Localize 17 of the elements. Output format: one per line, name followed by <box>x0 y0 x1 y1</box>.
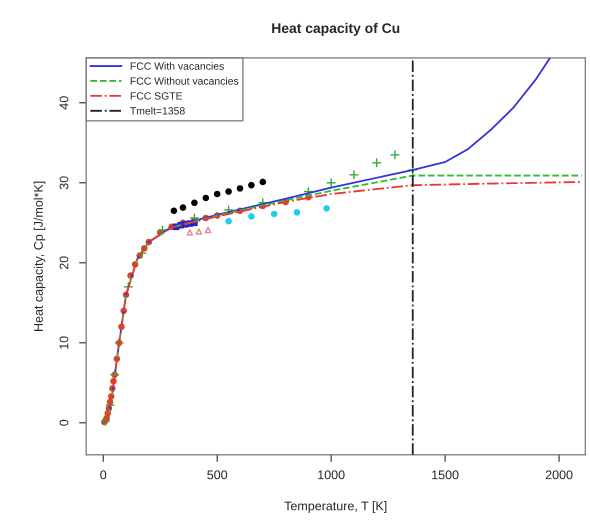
legend-label: FCC Without vacancies <box>130 77 238 85</box>
y-tick-label: 0 <box>60 420 68 426</box>
x-axis-title: Temperature, T [K] <box>284 501 386 513</box>
y-axis-title: Heat capacity, Cp [J/mol*K] <box>34 182 46 331</box>
chart-title: Heat capacity of Cu <box>272 22 400 36</box>
x-tick-label: 1500 <box>432 470 459 480</box>
y-tick-label: 40 <box>60 96 68 110</box>
x-tick-label: 1000 <box>318 470 345 480</box>
legend-label: FCC With vacancies <box>130 62 224 70</box>
y-tick-label: 30 <box>60 176 68 190</box>
legend-label: Tmelt=1358 <box>130 106 185 115</box>
y-tick-label: 10 <box>60 336 68 349</box>
x-tick-label: 2000 <box>546 470 572 480</box>
x-tick-label: 0 <box>100 470 106 480</box>
x-tick-label: 500 <box>207 470 228 480</box>
legend-label: FCC SGTE <box>130 92 182 100</box>
y-tick-label: 20 <box>60 256 68 270</box>
